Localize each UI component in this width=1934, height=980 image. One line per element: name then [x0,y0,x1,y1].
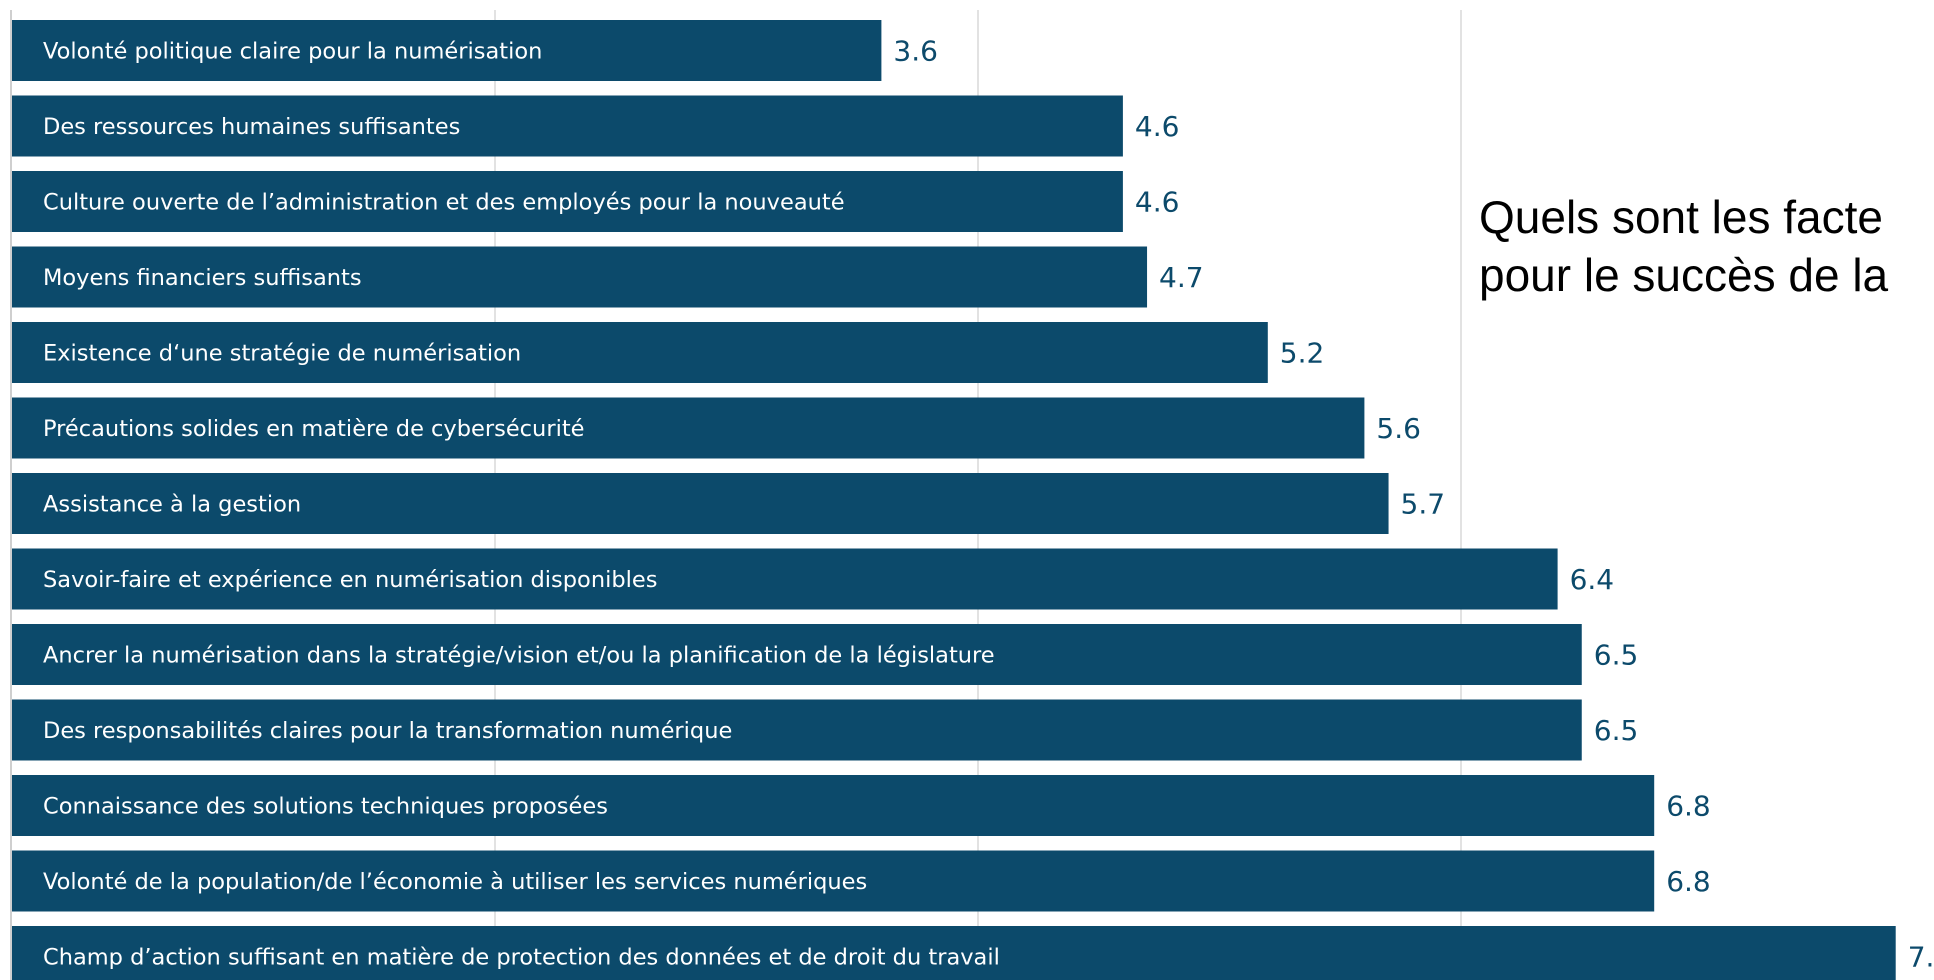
bar-category-label: Des ressources humaines suffisantes [43,114,460,140]
bar [12,850,1655,912]
bar-category-label: Assistance à la gestion [43,492,301,518]
bar-group: Précautions solides en matière de cybers… [12,397,1421,459]
chart-title: Quels sont les facte pour le succès de l… [1479,188,1888,304]
bar-group: Moyens financiers suffisants 4.7 [12,246,1204,308]
bar-category-label: Ancrer la numérisation dans la stratégie… [43,643,995,669]
bar [12,624,1582,685]
bar [12,699,1582,761]
bar-category-label: Moyens financiers suffisants [43,265,362,291]
bar-value-label: 5.6 [1376,412,1421,445]
bar-category-label: Existence d‘une stratégie de numérisatio… [43,341,521,367]
bar-value-label: 6.4 [1570,563,1615,596]
bar-value-label: 4.6 [1135,186,1180,219]
bar-value-label: 7.8 [1908,941,1934,974]
bar [12,171,1123,232]
bar-value-label: 5.7 [1401,488,1446,521]
bar-value-label: 4.7 [1159,261,1204,294]
bar-category-label: Savoir-faire et expérience en numérisati… [43,567,657,593]
bar-category-label: Des responsabilités claires pour la tran… [43,718,732,744]
bar-category-label: Champ d’action suffisant en matière de p… [43,945,1000,971]
bar-value-label: 4.6 [1135,110,1180,143]
bar-group: Des responsabilités claires pour la tran… [12,699,1639,761]
bar-group: Champ d’action suffisant en matière de p… [12,926,1934,980]
bar-group: Culture ouverte de l’administration et d… [12,171,1179,232]
bar-value-label: 3.6 [893,35,938,68]
chart-title-line-2: pour le succès de la [1479,249,1889,301]
bar [12,548,1558,610]
bar-value-label: 6.8 [1666,790,1711,823]
bars: Volonté politique claire pour la numéris… [12,20,1934,980]
bar [12,926,1896,980]
bar-group: Volonté de la population/de l’économie à… [12,850,1711,912]
bar [12,322,1268,383]
bar-group: Ancrer la numérisation dans la stratégie… [12,624,1638,685]
bar [12,775,1655,836]
bar-category-label: Volonté politique claire pour la numéris… [43,39,542,65]
bar-category-label: Volonté de la population/de l’économie à… [43,869,867,895]
bar [12,20,882,81]
bar-group: Volonté politique claire pour la numéris… [12,20,938,81]
bar [12,397,1365,459]
bar [12,95,1123,157]
bar-category-label: Précautions solides en matière de cybers… [43,416,584,442]
bar-group: Connaissance des solutions techniques pr… [12,775,1711,836]
bar-value-label: 6.5 [1594,714,1639,747]
bar-value-label: 6.8 [1666,865,1711,898]
bar-group: Existence d‘une stratégie de numérisatio… [12,322,1324,383]
bar-group: Assistance à la gestion 5.7 [12,473,1445,534]
bar-category-label: Connaissance des solutions techniques pr… [43,794,608,820]
chart-title-line-1: Quels sont les facte [1479,191,1883,243]
bar-group: Des ressources humaines suffisantes 4.6 [12,95,1180,157]
bar [12,246,1148,308]
bar-value-label: 5.2 [1280,337,1325,370]
bar-group: Savoir-faire et expérience en numérisati… [12,548,1615,610]
bar [12,473,1389,534]
bar-value-label: 6.5 [1594,639,1639,672]
bar-category-label: Culture ouverte de l’administration et d… [43,190,845,216]
